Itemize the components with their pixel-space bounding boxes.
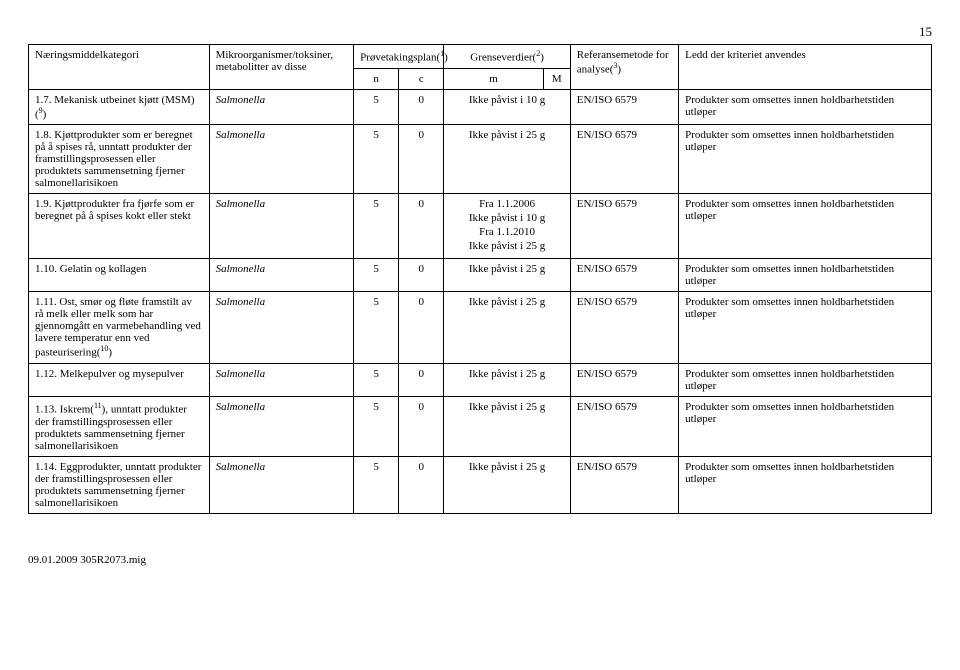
cell-reference: EN/ISO 6579 [570, 89, 678, 125]
cell-n: 5 [354, 292, 399, 364]
cell-limit: Ikke påvist i 25 g [444, 363, 570, 396]
cell-limit: Ikke påvist i 25 g [444, 456, 570, 513]
cell-reference: EN/ISO 6579 [570, 194, 678, 259]
header-sampling-plan: Prøvetakingsplan(1) [354, 45, 444, 69]
table-row: 1.14. Eggprodukter, unntatt produkter de… [29, 456, 932, 513]
cell-microorganism: Salmonella [209, 363, 353, 396]
cell-stage: Produkter som omsettes innen holdbarhets… [679, 125, 932, 194]
header-microorganisms: Mikroorganismer/toksiner, metabolitter a… [209, 45, 353, 90]
cell-microorganism: Salmonella [209, 292, 353, 364]
table-row: 1.7. Mekanisk utbeinet kjøtt (MSM)(9)Sal… [29, 89, 932, 125]
cell-category: 1.8. Kjøttprodukter som er beregnet på å… [29, 125, 210, 194]
header-m-lower: m [444, 68, 543, 89]
header-m-upper: M [543, 68, 570, 89]
cell-c: 0 [399, 292, 444, 364]
table-row: 1.12. Melkepulver og mysepulverSalmonell… [29, 363, 932, 396]
cell-n: 5 [354, 125, 399, 194]
cell-reference: EN/ISO 6579 [570, 292, 678, 364]
cell-limit: Ikke påvist i 25 g [444, 292, 570, 364]
cell-n: 5 [354, 396, 399, 456]
header-stage: Ledd der kriteriet anvendes [679, 45, 932, 90]
cell-stage: Produkter som omsettes innen holdbarhets… [679, 259, 932, 292]
cell-c: 0 [399, 259, 444, 292]
header-category: Næringsmiddelkategori [29, 45, 210, 90]
cell-limit: Ikke påvist i 25 g [444, 125, 570, 194]
cell-c: 0 [399, 396, 444, 456]
cell-category: 1.10. Gelatin og kollagen [29, 259, 210, 292]
cell-n: 5 [354, 194, 399, 259]
table-row: 1.8. Kjøttprodukter som er beregnet på å… [29, 125, 932, 194]
cell-c: 0 [399, 125, 444, 194]
cell-reference: EN/ISO 6579 [570, 396, 678, 456]
table-row: 1.10. Gelatin og kollagenSalmonella50Ikk… [29, 259, 932, 292]
cell-microorganism: Salmonella [209, 125, 353, 194]
table-row: 1.9. Kjøttprodukter fra fjørfe som er be… [29, 194, 932, 259]
cell-n: 5 [354, 89, 399, 125]
header-limits: Grenseverdier(2) [444, 45, 570, 69]
cell-reference: EN/ISO 6579 [570, 363, 678, 396]
cell-category: 1.7. Mekanisk utbeinet kjøtt (MSM)(9) [29, 89, 210, 125]
cell-limit: Ikke påvist i 25 g [444, 259, 570, 292]
cell-stage: Produkter som omsettes innen holdbarhets… [679, 292, 932, 364]
header-c: c [399, 68, 444, 89]
page-number: 15 [28, 24, 932, 40]
table-row: 1.13. Iskrem(11), unntatt produkter der … [29, 396, 932, 456]
cell-stage: Produkter som omsettes innen holdbarhets… [679, 194, 932, 259]
cell-stage: Produkter som omsettes innen holdbarhets… [679, 363, 932, 396]
cell-stage: Produkter som omsettes innen holdbarhets… [679, 456, 932, 513]
cell-reference: EN/ISO 6579 [570, 125, 678, 194]
cell-n: 5 [354, 259, 399, 292]
cell-reference: EN/ISO 6579 [570, 456, 678, 513]
cell-c: 0 [399, 194, 444, 259]
cell-category: 1.13. Iskrem(11), unntatt produkter der … [29, 396, 210, 456]
header-reference-method: Referansemetode for analyse(3) [570, 45, 678, 90]
cell-reference: EN/ISO 6579 [570, 259, 678, 292]
cell-category: 1.14. Eggprodukter, unntatt produkter de… [29, 456, 210, 513]
cell-limit: Ikke påvist i 25 g [444, 396, 570, 456]
cell-category: 1.11. Ost, smør og fløte framstilt av rå… [29, 292, 210, 364]
cell-microorganism: Salmonella [209, 456, 353, 513]
cell-stage: Produkter som omsettes innen holdbarhets… [679, 89, 932, 125]
cell-stage: Produkter som omsettes innen holdbarhets… [679, 396, 932, 456]
cell-category: 1.12. Melkepulver og mysepulver [29, 363, 210, 396]
cell-limit: Ikke påvist i 10 g [444, 89, 570, 125]
cell-n: 5 [354, 363, 399, 396]
cell-c: 0 [399, 456, 444, 513]
cell-microorganism: Salmonella [209, 194, 353, 259]
cell-c: 0 [399, 363, 444, 396]
cell-c: 0 [399, 89, 444, 125]
table-row: 1.11. Ost, smør og fløte framstilt av rå… [29, 292, 932, 364]
cell-microorganism: Salmonella [209, 89, 353, 125]
cell-microorganism: Salmonella [209, 259, 353, 292]
footer-text: 09.01.2009 305R2073.mig [28, 554, 932, 566]
cell-category: 1.9. Kjøttprodukter fra fjørfe som er be… [29, 194, 210, 259]
cell-limit: Fra 1.1.2006Ikke påvist i 10 gFra 1.1.20… [444, 194, 570, 259]
cell-microorganism: Salmonella [209, 396, 353, 456]
header-n: n [354, 68, 399, 89]
regulation-table: Næringsmiddelkategori Mikroorganismer/to… [28, 44, 932, 514]
cell-n: 5 [354, 456, 399, 513]
